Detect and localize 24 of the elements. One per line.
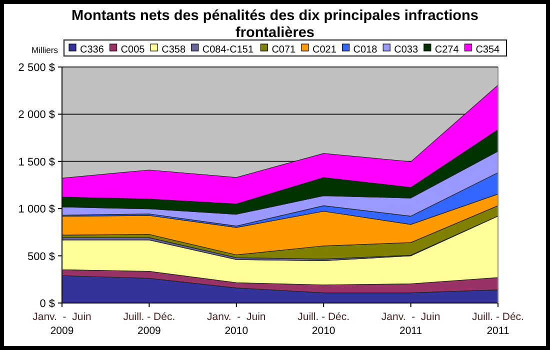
legend-label: C354 [476,44,500,56]
legend-label: C084-C151 [202,44,254,56]
legend-label: C336 [80,44,104,56]
x-tick-label: Janv. - Juin 2010 [207,311,266,337]
x-tick-label: Janv. - Juin 2009 [32,311,92,337]
x-tick-label: Janv. - Juin 2011 [381,311,440,337]
legend-label: C018 [353,44,378,56]
y-tick-label: 0 $ [40,298,55,310]
chart-title: Montants nets des pénalités des dix principales infractions frontalières [72,8,478,41]
legend-label: C021 [312,44,337,56]
y-tick-label: 500 $ [27,250,55,263]
y-tick-label: 1 500 $ [18,156,55,168]
legend-label: C358 [162,44,186,56]
legend-label: C274 [434,44,460,56]
x-tick-label: Juill. - Déc. 2009 [123,311,176,337]
legend-label: C005 [120,44,146,56]
y-tick-label: 1 000 $ [18,204,55,216]
text: Milliers [32,45,58,55]
y-tick-label: 2 500 $ [18,62,55,74]
x-tick-label: Juill. - Déc. 2011 [472,311,524,337]
legend-label: C033 [394,44,418,56]
legend-label: C071 [272,44,296,56]
x-tick-label: Juill. - Déc. 2010 [298,311,350,337]
y-tick-label: 2 000 $ [18,109,55,122]
